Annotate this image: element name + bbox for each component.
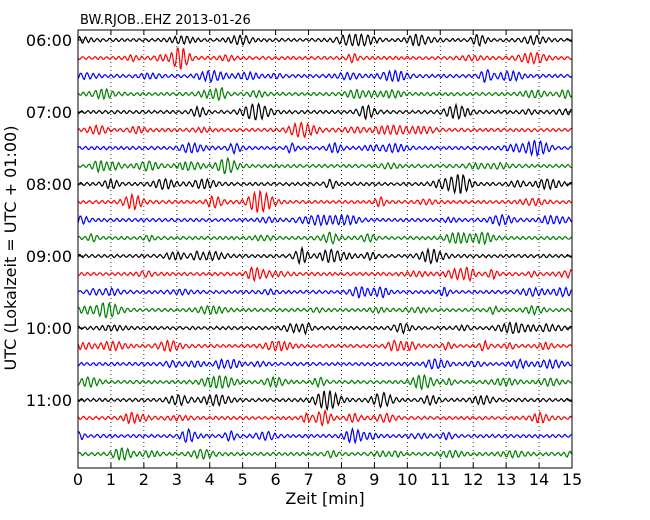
x-axis-label: Zeit [min] [285,489,364,508]
seismic-trace [77,69,572,84]
x-tick-label: 14 [529,470,549,489]
x-tick-label: 3 [172,470,182,489]
trace-group [77,33,573,462]
x-tick-label: 15 [562,470,582,489]
x-tick-label: 8 [336,470,346,489]
y-axis: 06:00 07:00 08:00 09:00 10:00 11:00 [26,31,572,410]
y-tick-label: 09:00 [26,247,72,266]
seismic-trace [77,231,572,246]
x-tick-label: 11 [430,470,450,489]
seismic-trace [77,87,572,102]
seismic-trace [77,286,573,299]
y-tick-label: 10:00 [26,319,72,338]
y-tick-label: 06:00 [26,31,72,50]
seismic-trace [77,189,572,213]
seismic-trace [77,339,572,353]
x-grid [110,30,540,468]
seismic-trace [77,33,572,47]
seismic-trace [77,121,572,139]
x-tick-label: 1 [106,470,116,489]
seismic-trace [77,321,572,336]
y-tick-label: 11:00 [26,391,72,410]
seismic-trace [77,102,572,121]
y-axis-label: UTC (Lokalzeit = UTC + 01:00) [1,126,20,371]
seismic-trace [77,390,572,412]
x-tick-label: 13 [496,470,516,489]
seismic-trace [77,47,572,70]
x-tick-label: 5 [238,470,248,489]
x-axis: 0 1 2 3 4 5 6 7 8 9 10 11 12 13 14 15 [73,30,582,489]
seismic-trace [77,373,572,391]
chart-title: BW.RJOB..EHZ 2013-01-26 [80,13,251,28]
seismic-trace [77,266,572,283]
y-tick-label: 08:00 [26,175,72,194]
seismic-trace [77,245,572,266]
seismic-trace [77,213,573,227]
seismic-trace [77,447,573,462]
x-tick-label: 2 [139,470,149,489]
x-tick-label: 9 [369,470,379,489]
seismic-trace [77,408,573,427]
x-tick-label: 7 [303,470,313,489]
seismic-trace [77,173,572,195]
seismic-trace [77,139,572,158]
x-tick-label: 6 [271,470,281,489]
seismic-trace [77,156,572,174]
x-tick-label: 10 [397,470,417,489]
x-tick-label: 12 [463,470,483,489]
seismic-trace [77,426,572,445]
x-tick-label: 4 [205,470,215,489]
plot-frame [77,29,573,469]
y-tick-label: 07:00 [26,103,72,122]
x-tick-label: 0 [73,470,83,489]
seismic-trace [77,301,572,319]
seismic-trace [77,358,572,370]
